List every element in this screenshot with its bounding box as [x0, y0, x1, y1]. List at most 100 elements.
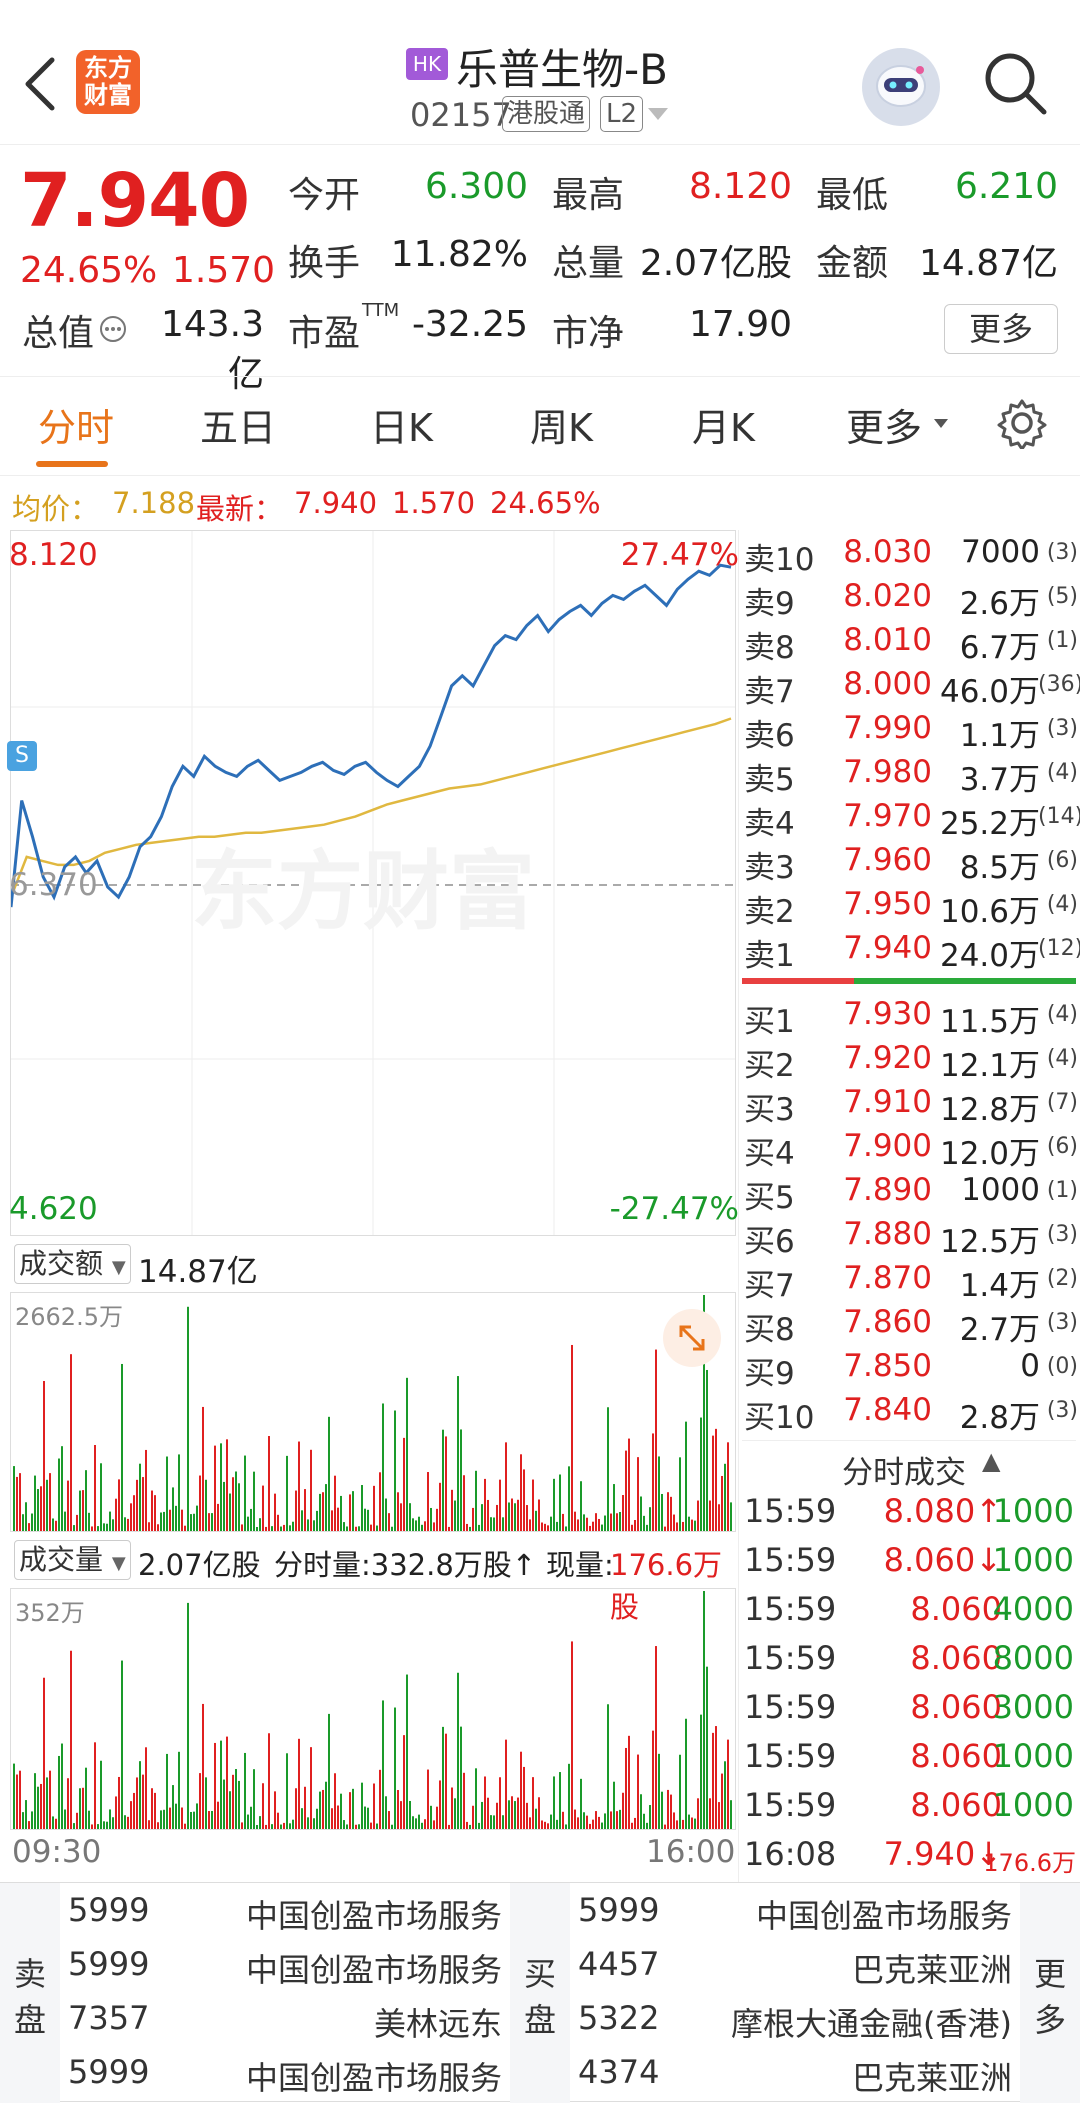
bid-row[interactable]: 买9 7.850 0 (0)	[742, 1348, 1078, 1392]
ask-row[interactable]: 卖8 8.010 6.7万 (1)	[742, 622, 1078, 666]
volume-bar	[394, 1707, 396, 1829]
volume-bar	[478, 1822, 480, 1829]
bid-row[interactable]: 买5 7.890 1000 (1)	[742, 1172, 1078, 1216]
volume-bar	[409, 1503, 411, 1531]
volume-bar	[541, 1522, 543, 1531]
volume-bar	[76, 1812, 78, 1829]
volume-bar	[169, 1807, 171, 1829]
buy-broker-name[interactable]: 摩根大通金融(香港)	[731, 2005, 1012, 2043]
ask-row[interactable]: 卖5 7.980 3.7万 (4)	[742, 754, 1078, 798]
level2-badge: L2	[600, 96, 644, 132]
ask-level-label: 卖4	[744, 806, 795, 842]
ask-row[interactable]: 卖6 7.990 1.1万 (3)	[742, 710, 1078, 754]
sell-broker-name[interactable]: 中国创盈市场服务	[245, 2059, 502, 2097]
change-percent: 24.65%	[20, 250, 158, 291]
volume-bar	[724, 1761, 726, 1829]
bid-row[interactable]: 买7 7.870 1.4万 (2)	[742, 1260, 1078, 1304]
ask-volume: 1.1万	[959, 718, 1040, 754]
tab-monthly-k[interactable]: 月K	[692, 406, 755, 450]
ask-row[interactable]: 卖7 8.000 46.0万 (36)	[742, 666, 1080, 710]
price-line	[11, 563, 732, 908]
volume-bar	[523, 1766, 525, 1829]
tab-five-day[interactable]: 五日	[200, 406, 277, 450]
volume-bar	[586, 1517, 588, 1531]
tab-weekly-k[interactable]: 周K	[530, 406, 593, 450]
volume-bar	[154, 1792, 156, 1829]
bid-row[interactable]: 买4 7.900 12.0万 (6)	[742, 1128, 1078, 1172]
volume-bar	[532, 1479, 534, 1531]
change-amount: 1.570	[172, 250, 276, 291]
volume-bar	[217, 1503, 219, 1531]
volume-bar	[58, 1458, 60, 1531]
ask-row[interactable]: 卖4 7.970 25.2万 (14)	[742, 798, 1080, 842]
bid-row[interactable]: 买8 7.860 2.7万 (3)	[742, 1304, 1078, 1348]
broker-more-button[interactable]: 更多	[1020, 1883, 1080, 2103]
volume-bar	[13, 1763, 15, 1829]
volume-bar	[547, 1525, 549, 1531]
tab-intraday[interactable]: 分时	[38, 406, 115, 450]
volume-bar	[340, 1793, 342, 1829]
ask-row[interactable]: 卖2 7.950 10.6万 (4)	[742, 886, 1078, 930]
stat-value-turnover-rate: 11.82%	[390, 234, 528, 275]
volume-bar	[448, 1824, 450, 1829]
buy-broker-name[interactable]: 巴克莱亚洲	[851, 1951, 1012, 1989]
info-dots-icon[interactable]	[98, 314, 128, 344]
volume-bar	[220, 1740, 222, 1829]
bid-level-label: 买4	[744, 1136, 795, 1172]
buy-broker-name[interactable]: 中国创盈市场服务	[755, 1897, 1012, 1935]
bid-row[interactable]: 买3 7.910 12.8万 (7)	[742, 1084, 1078, 1128]
app-logo: 东方财富	[76, 50, 140, 114]
volume-bar	[604, 1515, 606, 1531]
assistant-robot-icon[interactable]	[862, 48, 940, 126]
time-end: 16:00	[646, 1834, 736, 1870]
volume-bar	[574, 1809, 576, 1829]
bid-row[interactable]: 买2 7.920 12.1万 (4)	[742, 1040, 1078, 1084]
volume-bar	[562, 1811, 564, 1829]
minute-volume: 分时量:332.8万股↑	[274, 1548, 537, 1582]
bid-row[interactable]: 买1 7.930 11.5万 (4)	[742, 996, 1078, 1040]
sell-broker-name[interactable]: 中国创盈市场服务	[245, 1951, 502, 1989]
expand-icon[interactable]	[663, 1309, 721, 1367]
ask-row[interactable]: 卖9 8.020 2.6万 (5)	[742, 578, 1078, 622]
back-arrow-icon[interactable]	[22, 56, 58, 112]
volume-bar	[670, 1496, 672, 1531]
tick-row: 15:59 8.060↓ 1000	[742, 1541, 1076, 1590]
volume-bar	[385, 1796, 387, 1829]
bid-row[interactable]: 买10 7.840 2.8万 (3)	[742, 1392, 1078, 1436]
tab-daily-k[interactable]: 日K	[370, 406, 433, 450]
volume-bar	[328, 1713, 330, 1829]
ask-level-label: 卖3	[744, 850, 795, 886]
buy-broker-name[interactable]: 巴克莱亚洲	[851, 2059, 1012, 2097]
tick-header[interactable]: 分时成交 ▲	[742, 1440, 1076, 1491]
ask-row[interactable]: 卖3 7.960 8.5万 (6)	[742, 842, 1078, 886]
volume-bar	[262, 1783, 264, 1829]
ask-row[interactable]: 卖1 7.940 24.0万 (12)	[742, 930, 1080, 974]
volume-bar	[22, 1812, 24, 1829]
search-icon[interactable]	[982, 50, 1048, 116]
sell-broker-name[interactable]: 美林远东	[373, 2005, 502, 2043]
volume-bar	[469, 1526, 471, 1531]
sell-signal-marker[interactable]: S	[7, 741, 37, 771]
avg-price-bar: 均价： 7.188 最新： 7.940 1.570 24.65%	[0, 476, 1080, 530]
ask-row[interactable]: 卖10 8.030 7000 (3)	[742, 534, 1078, 578]
caret-up-icon: ▲	[982, 1447, 1001, 1475]
volume-selector[interactable]: 成交量 ▼	[14, 1540, 131, 1580]
caret-down-icon[interactable]	[648, 108, 668, 120]
more-stats-button[interactable]: 更多	[944, 304, 1058, 354]
stat-value-market-cap: 143.3亿	[160, 304, 264, 395]
volume-bar	[16, 1476, 18, 1531]
intraday-price-chart[interactable]: 8.120 27.47% 6.370 4.620 -27.47% S 东方财富	[7, 530, 739, 1236]
volume-bar-chart[interactable]: 352万	[10, 1588, 736, 1830]
bid-row[interactable]: 买6 7.880 12.5万 (3)	[742, 1216, 1078, 1260]
settings-gear-icon[interactable]	[996, 397, 1048, 449]
volume-bar	[112, 1519, 114, 1531]
volume-bar	[46, 1777, 48, 1829]
volume-bar	[196, 1505, 198, 1531]
volume-bar	[637, 1754, 639, 1829]
volume-bar	[235, 1769, 237, 1829]
tab-more[interactable]: 更多	[846, 406, 923, 450]
volume-bar	[649, 1507, 651, 1531]
sell-broker-name[interactable]: 中国创盈市场服务	[245, 1897, 502, 1935]
turnover-selector[interactable]: 成交额 ▼	[14, 1244, 131, 1284]
turnover-bar-chart[interactable]: 2662.5万	[10, 1292, 736, 1532]
